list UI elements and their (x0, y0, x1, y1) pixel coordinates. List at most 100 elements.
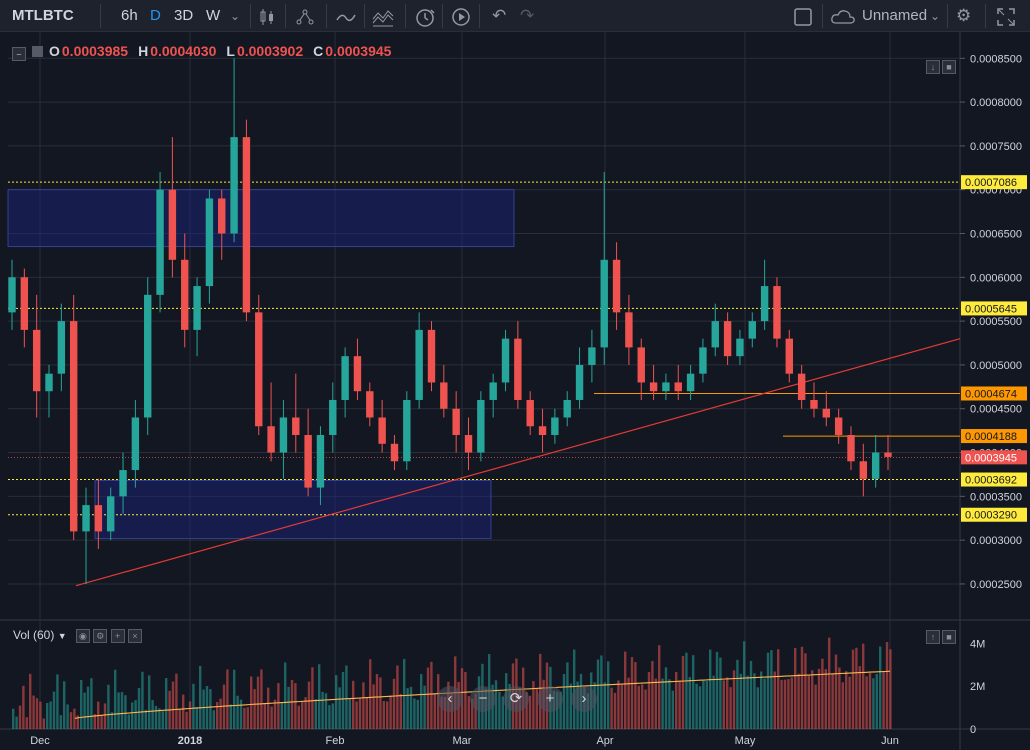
volume-bar (773, 671, 776, 729)
volume-bar (114, 669, 117, 729)
volume-bar (811, 670, 814, 729)
volume-bar (301, 701, 304, 729)
symbol-label[interactable]: MTLBTC (12, 7, 74, 24)
volume-bar (117, 692, 120, 729)
redo-icon[interactable]: ↷ (520, 6, 535, 25)
candle-body (649, 382, 658, 392)
volume-bar (814, 684, 817, 729)
scale-close-icon[interactable]: ■ (942, 60, 956, 74)
candle-body (267, 426, 275, 453)
volume-bar (32, 695, 35, 729)
fullscreen-box-icon[interactable] (793, 0, 813, 32)
candle-body (797, 373, 806, 400)
candle-body (526, 399, 534, 427)
toolbar-divider (405, 4, 406, 28)
volume-bar (613, 692, 617, 729)
volume-bar (137, 687, 141, 729)
expand-icon[interactable] (996, 0, 1016, 32)
volume-bar (467, 696, 470, 729)
volume-bar (726, 677, 729, 729)
candle-body (156, 189, 164, 295)
volume-bar (338, 687, 341, 729)
zoom-out-button[interactable]: − (470, 686, 496, 712)
volume-bar (664, 667, 668, 729)
volume-bar (328, 705, 331, 729)
volume-bar (66, 704, 69, 729)
interval-3d[interactable]: 3D (174, 7, 194, 24)
gear-icon[interactable]: ⚙ (956, 6, 972, 25)
chevron-down-icon[interactable]: ⌄ (930, 9, 941, 23)
candle-body (834, 417, 843, 436)
undo-icon[interactable]: ↶ (492, 6, 507, 25)
volume-bar (148, 675, 151, 729)
cloud-icon[interactable] (830, 0, 856, 32)
low-value: 0.0003902 (236, 43, 304, 59)
reset-button[interactable]: ⟳ (503, 686, 529, 712)
price-chart[interactable]: 0.00085000.00080000.00075000.00070000.00… (0, 32, 1030, 750)
move-up-icon[interactable]: ↑ (926, 630, 940, 644)
chevron-down-icon[interactable]: ⌄ (230, 9, 241, 23)
candle-body (563, 399, 571, 418)
chevron-down-icon[interactable]: ▼ (57, 631, 67, 641)
volume-bar (715, 651, 719, 729)
volume-bar (756, 687, 759, 729)
volume-bar (389, 695, 392, 729)
templates-icon[interactable] (372, 0, 394, 32)
volume-bar (420, 674, 423, 729)
collapse-icon[interactable]: – (12, 47, 26, 61)
interval-w[interactable]: W (206, 7, 221, 24)
scroll-right-button[interactable]: › (571, 686, 597, 712)
volume-bar (821, 658, 824, 729)
volume-bar (100, 714, 103, 729)
candle-body (20, 277, 29, 330)
chart-area[interactable]: 0.0008500 0.0008000 0.0007500 0.0007000 0.00… (0, 32, 1030, 750)
volume-bar (372, 684, 375, 729)
volume-bar (369, 659, 372, 729)
volume-bar (620, 684, 623, 729)
volume-bar (260, 669, 263, 729)
volume-bar (528, 695, 532, 729)
zoom-in-button[interactable]: + (537, 686, 563, 712)
candle-body (699, 347, 707, 374)
volume-bar (199, 665, 202, 729)
volume-bar (433, 693, 436, 729)
scroll-left-button[interactable]: ‹ (437, 686, 463, 712)
alert-clock-icon[interactable] (414, 0, 436, 32)
volume-bar (797, 673, 800, 729)
eye-icon[interactable]: ◉ (75, 629, 90, 643)
interval-d[interactable]: D (150, 7, 161, 24)
settings-icon[interactable]: ⚙ (93, 629, 108, 643)
volume-bar (712, 675, 715, 729)
volume-bar (600, 655, 603, 729)
candles-icon[interactable] (259, 0, 275, 32)
volume-bar (335, 675, 338, 729)
plus-icon[interactable]: + (110, 629, 125, 643)
indicators-icon[interactable] (336, 0, 356, 32)
volume-bar (192, 683, 195, 729)
y-tick-label: 0.0008000 (970, 97, 1022, 109)
layout-name[interactable]: Unnamed (862, 7, 928, 24)
candle-body (8, 277, 16, 313)
interval-6h[interactable]: 6h (121, 7, 138, 24)
y-tick-label: 0.0005000 (970, 360, 1022, 372)
replay-icon[interactable] (450, 0, 472, 32)
candle-body (181, 259, 189, 330)
volume-bar (634, 662, 637, 729)
maximize-icon[interactable]: ■ (942, 630, 956, 644)
candle-body (366, 391, 374, 418)
volume-bar (722, 680, 725, 729)
volume-bar (49, 701, 52, 729)
price-level-label: 0.0004674 (965, 388, 1017, 400)
volume-bar (219, 698, 222, 729)
y-tick-label: 0.0002500 (970, 579, 1022, 591)
compare-icon[interactable] (295, 0, 315, 32)
volume-bar (86, 686, 90, 729)
volume-bar (284, 662, 287, 729)
candle-body (230, 137, 238, 234)
candle-body (810, 399, 818, 409)
scale-down-icon[interactable]: ↓ (926, 60, 940, 74)
close-icon[interactable]: × (128, 629, 142, 643)
toolbar-divider (100, 4, 101, 28)
volume-bar (12, 708, 15, 729)
volume-tick-label: 0 (970, 724, 976, 736)
